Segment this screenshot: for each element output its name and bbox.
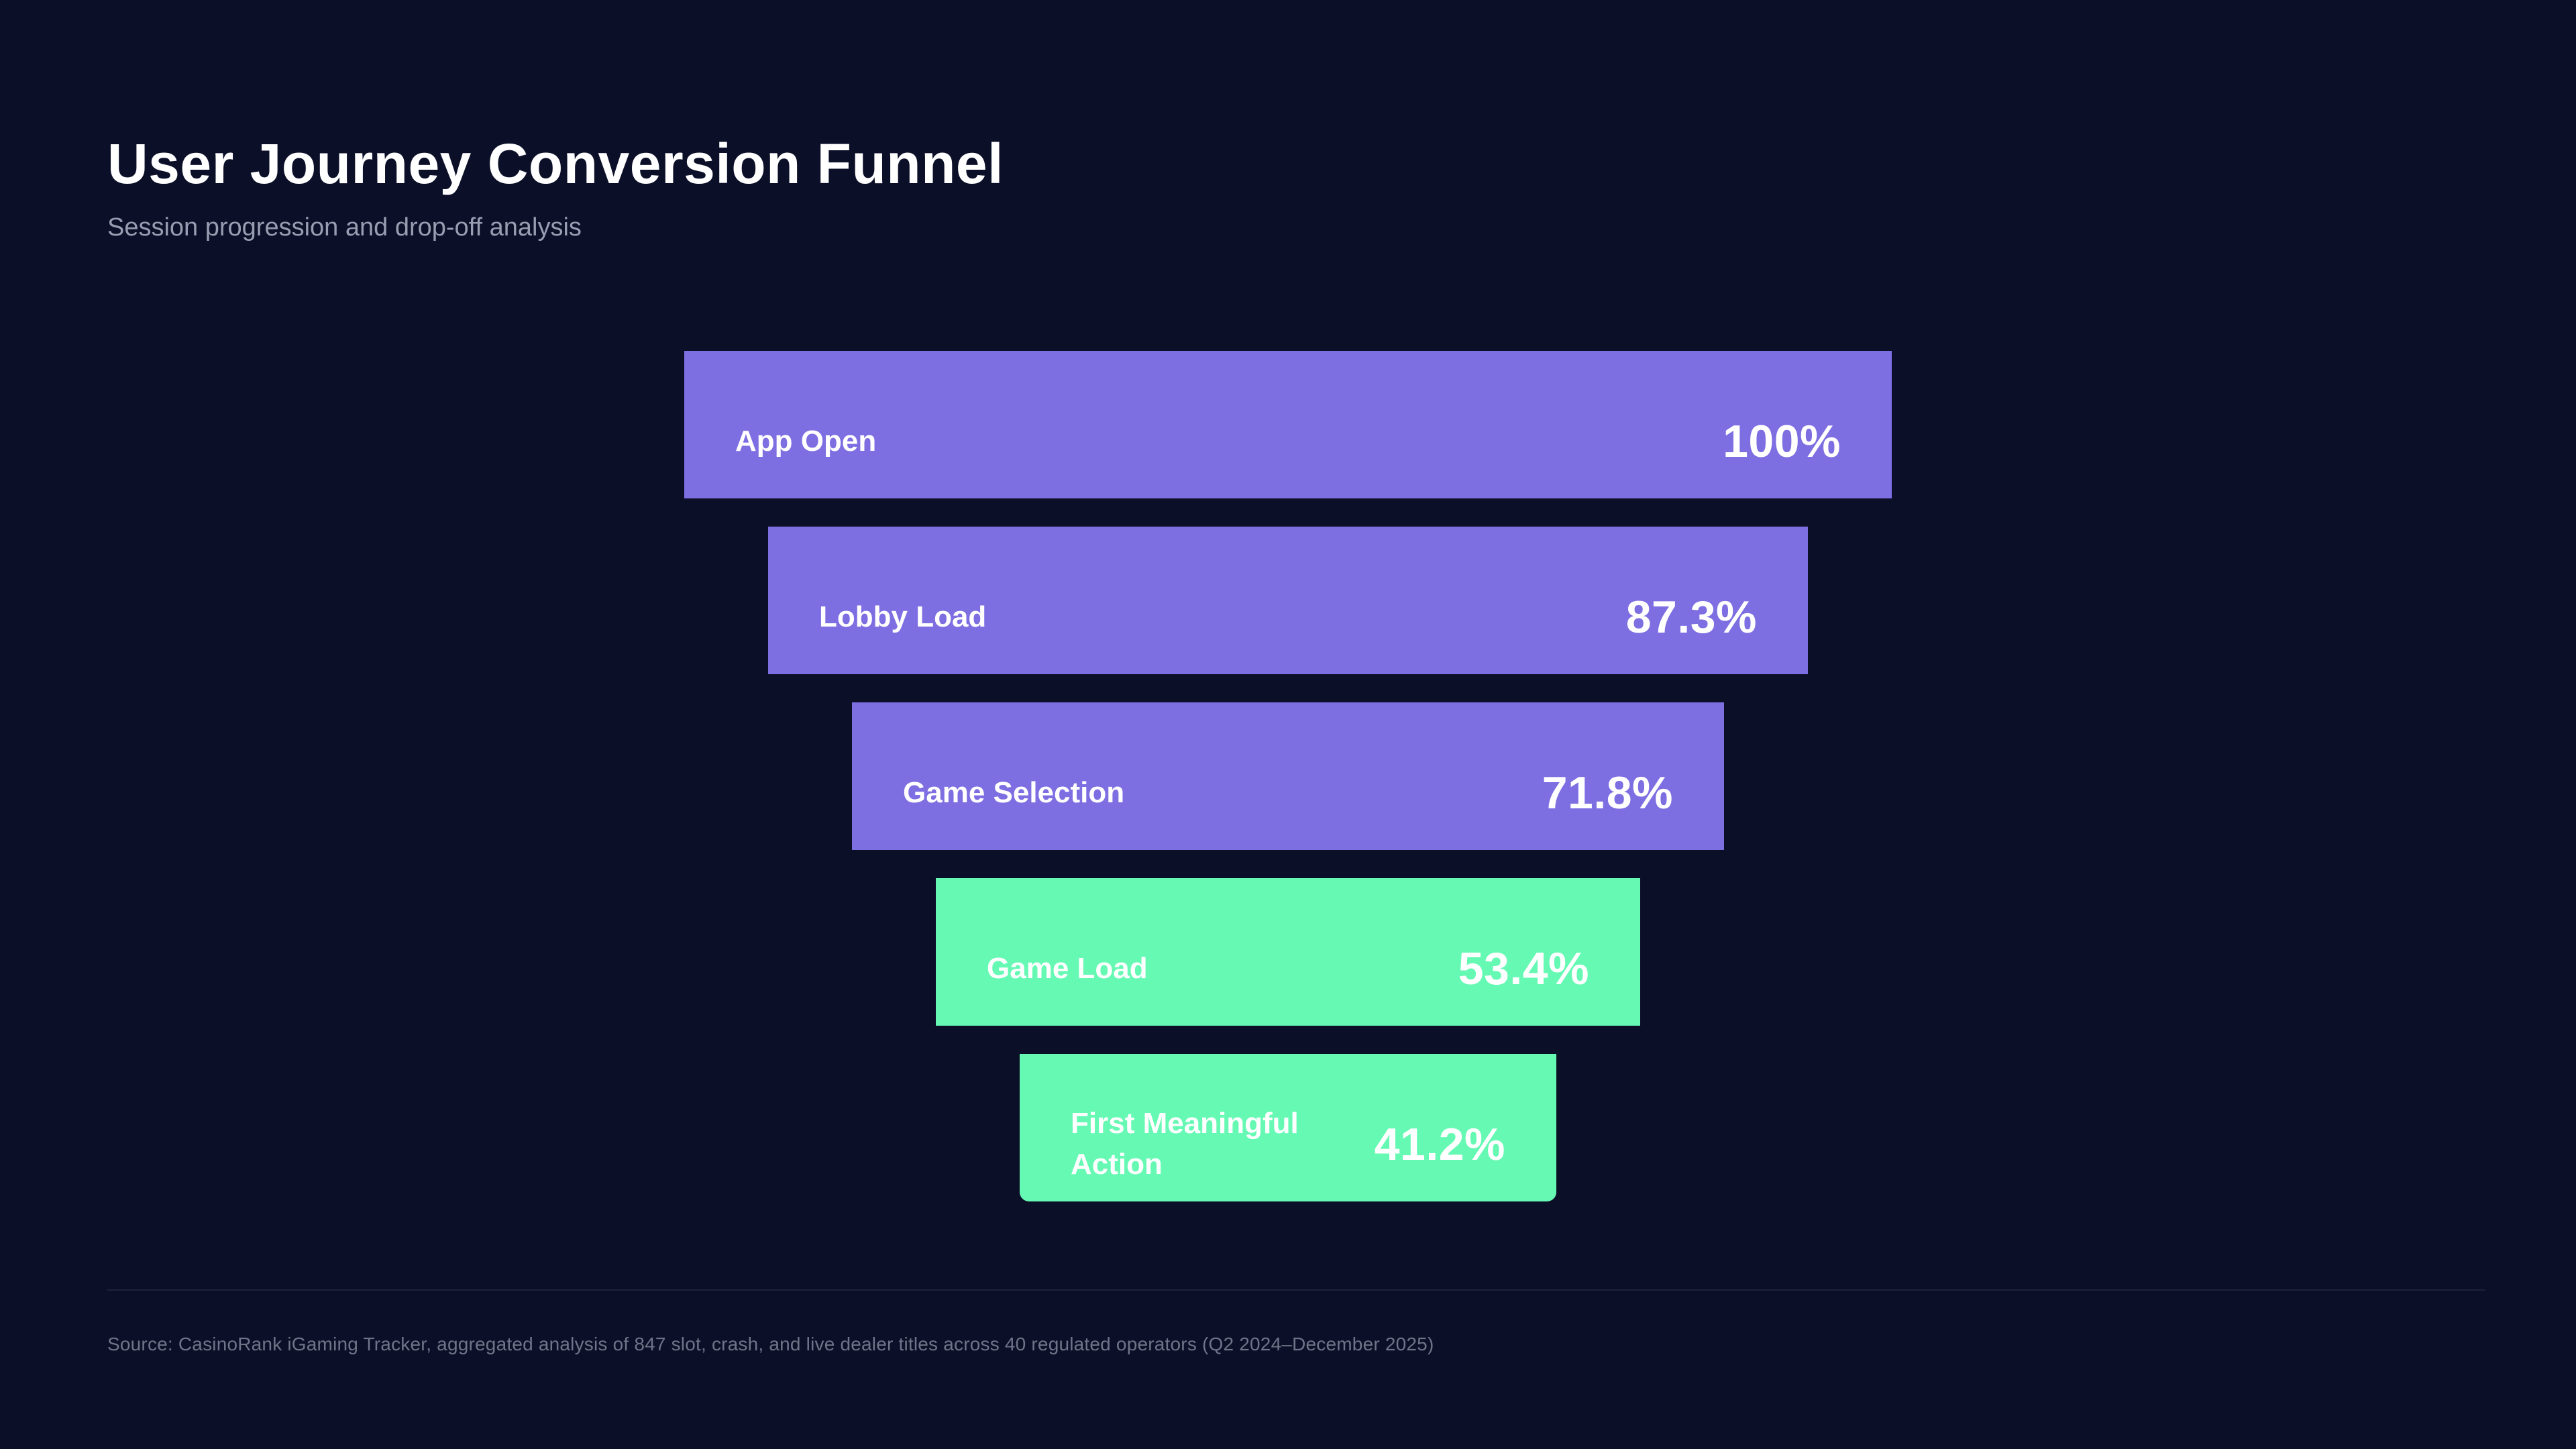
stage-value: 100% [1723, 416, 1841, 467]
stage-value: 53.4% [1458, 943, 1589, 994]
page-subtitle: Session progression and drop-off analysi… [107, 213, 582, 241]
funnel-stage-first-meaningful-action: First Meaningful Action 41.2% [1020, 1054, 1556, 1201]
source-note: Source: CasinoRank iGaming Tracker, aggr… [107, 1334, 1434, 1354]
funnel-stage-app-open: App Open 100% [684, 351, 1892, 498]
footer-divider [107, 1289, 2485, 1291]
stage-value: 71.8% [1542, 767, 1673, 818]
stage-label: First Meaningful Action [1071, 1107, 1299, 1181]
page-title: User Journey Conversion Funnel [107, 132, 1004, 195]
funnel-stage-lobby-load: Lobby Load 87.3% [768, 527, 1808, 674]
funnel-stage-game-selection: Game Selection 71.8% [852, 702, 1724, 850]
stage-label: Lobby Load [819, 600, 987, 633]
stage-label: Game Selection [903, 775, 1125, 809]
stage-label: App Open [735, 424, 877, 458]
stage-label: Game Load [987, 951, 1148, 985]
stage-value: 41.2% [1374, 1119, 1505, 1170]
funnel-stage-game-load: Game Load 53.4% [936, 878, 1640, 1026]
stage-value: 87.3% [1625, 592, 1757, 643]
